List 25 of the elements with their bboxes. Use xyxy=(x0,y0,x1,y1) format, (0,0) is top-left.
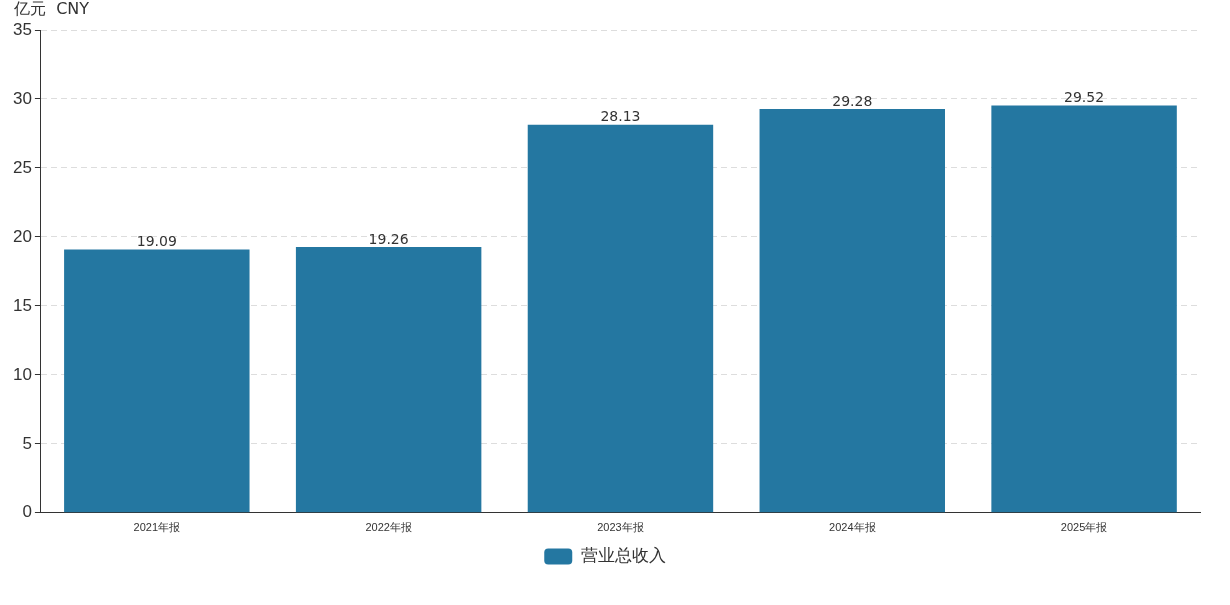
data-label: 29.28 xyxy=(832,92,873,109)
bar xyxy=(991,105,1177,513)
y-axis-title: 亿元 CNY xyxy=(13,0,90,19)
bar xyxy=(527,124,714,513)
y-tick-label: 10 xyxy=(12,364,32,384)
bar xyxy=(295,247,482,513)
data-label: 19.26 xyxy=(368,230,409,247)
bar xyxy=(759,108,945,513)
y-tick-label: 0 xyxy=(22,502,32,522)
x-tick-label: 2025年报 xyxy=(1060,521,1108,534)
y-tick-label: 20 xyxy=(12,226,32,246)
x-tick-label: 2022年报 xyxy=(365,521,412,534)
legend-label: 营业总收入 xyxy=(580,544,666,565)
y-tick-label: 30 xyxy=(12,88,32,108)
x-tick-label: 2023年报 xyxy=(597,521,644,534)
y-tick-label: 25 xyxy=(12,157,32,177)
y-tick-label: 5 xyxy=(22,433,32,453)
bar xyxy=(64,249,250,513)
y-tick-label: 35 xyxy=(12,19,32,39)
x-tick-label: 2024年报 xyxy=(829,521,876,534)
y-tick-label: 15 xyxy=(12,295,32,315)
data-label: 19.09 xyxy=(136,233,177,250)
data-label: 28.13 xyxy=(600,108,641,125)
data-label: 29.52 xyxy=(1064,89,1105,106)
x-tick-label: 2021年报 xyxy=(133,521,181,534)
